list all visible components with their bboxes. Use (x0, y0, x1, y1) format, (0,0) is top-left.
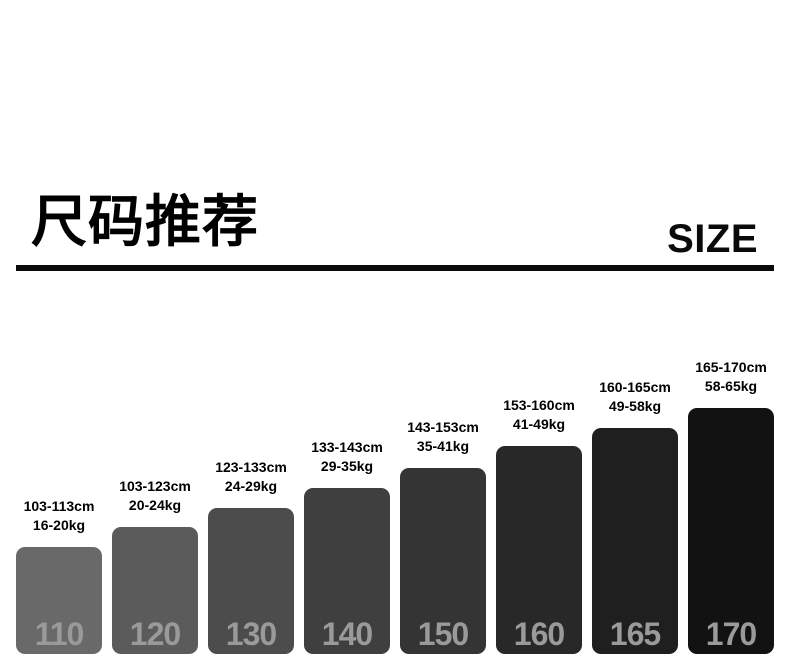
size-value: 130 (225, 616, 277, 652)
range-label: 103-113cm 16-20kg (24, 497, 95, 535)
height-range-label: 165-170cm (695, 359, 767, 375)
size-value: 140 (321, 616, 373, 652)
size-bar: 160 (496, 446, 582, 654)
weight-range-label: 35-41kg (416, 438, 470, 454)
size-column-170: 165-170cm 58-65kg 170 (688, 358, 774, 654)
size-value: 110 (34, 616, 85, 652)
size-column-120: 103-123cm 20-24kg 120 (112, 477, 198, 654)
height-range-label: 133-143cm (311, 439, 383, 455)
height-range-label: 103-123cm (119, 478, 191, 494)
range-label: 103-123cm 20-24kg (119, 477, 191, 515)
weight-range-label: 58-65kg (704, 378, 758, 394)
size-value: 165 (609, 616, 661, 652)
height-range-label: 103-113cm (23, 498, 95, 514)
size-bar: 120 (112, 527, 198, 654)
weight-range-label: 24-29kg (224, 478, 278, 494)
range-label: 143-153cm 35-41kg (407, 418, 479, 456)
range-label: 133-143cm 29-35kg (311, 438, 383, 476)
size-bar: 130 (208, 508, 294, 654)
height-range-label: 143-153cm (407, 419, 479, 435)
size-column-160: 153-160cm 41-49kg 160 (496, 396, 582, 654)
size-bar: 165 (592, 428, 678, 654)
range-label: 165-170cm 58-65kg (695, 358, 767, 396)
size-column-130: 123-133cm 24-29kg 130 (208, 458, 294, 654)
size-column-140: 133-143cm 29-35kg 140 (304, 438, 390, 654)
size-value: 170 (705, 616, 757, 652)
height-range-label: 153-160cm (503, 397, 575, 413)
weight-range-label: 41-49kg (512, 416, 566, 432)
weight-range-label: 16-20kg (32, 517, 86, 533)
size-column-150: 143-153cm 35-41kg 150 (400, 418, 486, 654)
range-label: 160-165cm 49-58kg (599, 378, 671, 416)
height-range-label: 123-133cm (215, 459, 287, 475)
size-recommendation-chart: 103-113cm 16-20kg 110 103-123cm 20-24kg … (0, 358, 790, 654)
size-value: 150 (417, 616, 469, 652)
size-bar: 140 (304, 488, 390, 654)
page-title: 尺码推荐 (31, 190, 259, 253)
range-label: 153-160cm 41-49kg (503, 396, 575, 434)
height-range-label: 160-165cm (599, 379, 671, 395)
weight-range-label: 29-35kg (320, 458, 374, 474)
header-divider (16, 265, 774, 271)
size-bar: 170 (688, 408, 774, 654)
range-label: 123-133cm 24-29kg (215, 458, 287, 496)
size-bar: 110 (16, 547, 102, 654)
size-value: 160 (513, 616, 565, 652)
size-bar: 150 (400, 468, 486, 654)
weight-range-label: 20-24kg (128, 497, 182, 513)
size-column-165: 160-165cm 49-58kg 165 (592, 378, 678, 654)
size-value: 120 (129, 616, 181, 652)
size-column-110: 103-113cm 16-20kg 110 (16, 497, 102, 654)
weight-range-label: 49-58kg (608, 398, 662, 414)
size-heading-en: SIZE (667, 217, 758, 261)
